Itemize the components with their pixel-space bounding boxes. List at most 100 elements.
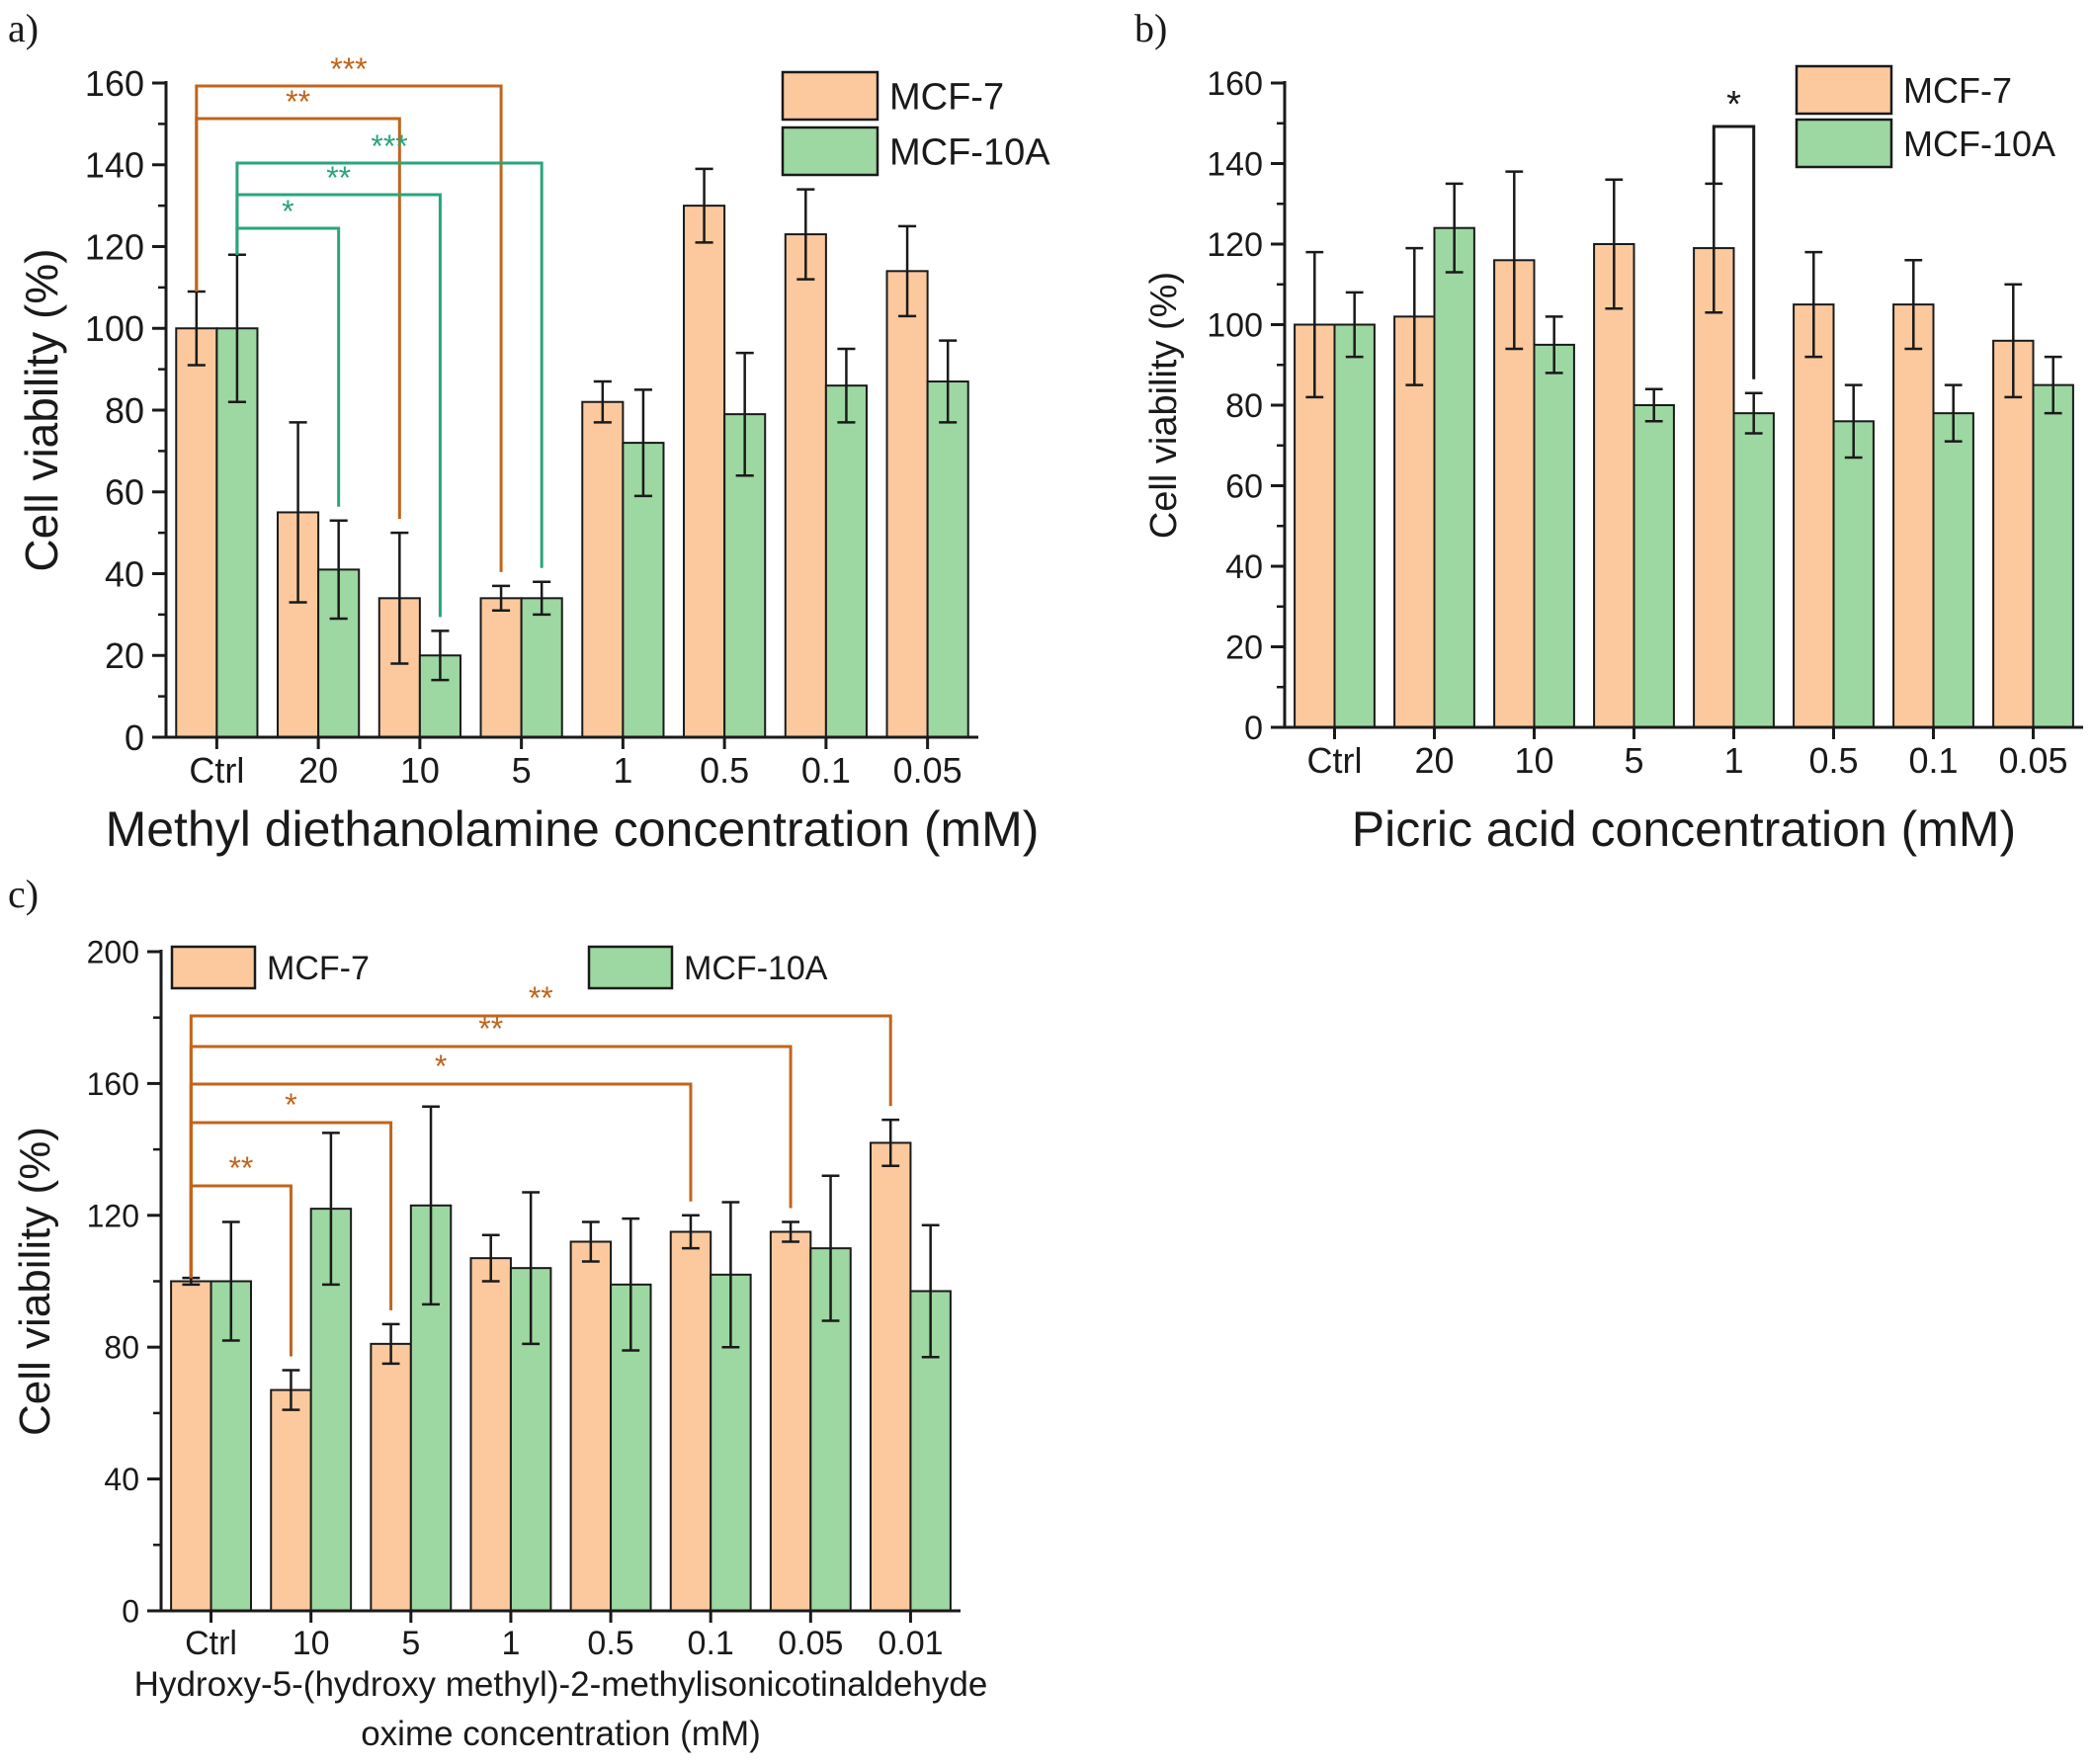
bar-mcf-7-Ctrl	[175, 327, 218, 738]
error-bar-mcf-10a-5	[533, 580, 551, 617]
error-bar-mcf-10a-10	[1545, 315, 1563, 375]
significance-bracket: **	[189, 1150, 293, 1357]
legend-swatch-mcf-7	[1795, 64, 1893, 116]
y-tick-label: 80	[104, 1330, 139, 1366]
error-bar-mcf-7-0.1	[1904, 259, 1923, 351]
error-bar-mcf-10a-0.1	[721, 1201, 740, 1349]
bar-mcf-10a-Ctrl	[1333, 323, 1376, 728]
error-bar-mcf-7-1	[593, 379, 612, 424]
y-tick-label: 140	[1207, 146, 1263, 184]
x-tick-label: Ctrl	[185, 1625, 237, 1662]
bar-mcf-7-0.5	[1793, 303, 1835, 728]
panel-label: a)	[8, 6, 39, 50]
bar-mcf-10a-10	[1533, 343, 1575, 728]
y-axis-title: Cell viability (%)	[16, 248, 67, 571]
x-tick-label: 0.5	[587, 1625, 633, 1662]
y-tick-label: 60	[1225, 468, 1263, 506]
y-tick-label: 0	[125, 717, 144, 758]
significance-line	[195, 117, 401, 520]
x-tick-label: 0.5	[700, 750, 749, 791]
x-tick-label: 10	[1514, 740, 1553, 781]
significance-label: *	[285, 1087, 296, 1123]
bar-mcf-7-Ctrl	[170, 1280, 212, 1612]
bar-mcf-10a-5	[1633, 404, 1675, 728]
legend-swatch-mcf-10a	[1795, 118, 1893, 169]
error-bar-mcf-7-1	[481, 1233, 500, 1283]
legend: MCF-7 MCF-10A	[781, 70, 1050, 177]
x-tick-label: 1	[1723, 740, 1743, 781]
y-tick-label: 40	[1225, 548, 1263, 586]
x-tick-label: 0.1	[688, 1625, 734, 1662]
significance-label: **	[478, 1011, 503, 1047]
y-tick-label: 200	[87, 935, 139, 970]
error-bar-mcf-7-5	[1605, 178, 1624, 310]
bar-mcf-7-1	[469, 1257, 512, 1613]
y-tick-label: 120	[87, 1198, 139, 1233]
x-tick-label: Ctrl	[1307, 740, 1363, 781]
x-tick-label: 0.05	[778, 1625, 843, 1662]
error-bar-mcf-7-10	[390, 531, 409, 665]
significance-label: ***	[371, 128, 407, 164]
x-tick-label: 1	[501, 1625, 520, 1662]
significance-bracket: *	[1712, 84, 1756, 379]
y-tick-label: 20	[1225, 630, 1263, 667]
x-axis-title: Picric acid concentration (mM)	[1352, 801, 2016, 857]
error-bar-mcf-7-0.1	[796, 188, 815, 281]
error-bar-mcf-7-0.1	[682, 1214, 700, 1250]
significance-label: *	[1726, 84, 1741, 126]
x-tick-label: 10	[400, 750, 440, 791]
bar-mcf-7-0.5	[569, 1240, 613, 1612]
bar-mcf-10a-5	[520, 597, 563, 739]
significance-bracket: *	[235, 194, 341, 507]
y-tick-label: 100	[85, 308, 144, 349]
bar-mcf-7-1	[1693, 247, 1735, 728]
error-bar-mcf-7-10	[282, 1369, 300, 1411]
bar-mcf-10a-0.05	[2032, 383, 2074, 728]
x-tick-label: 0.1	[1908, 740, 1958, 781]
x-tick-label: 5	[512, 750, 532, 791]
significance-line	[1712, 125, 1756, 379]
error-bar-mcf-10a-0.05	[939, 339, 958, 424]
y-tick-label: 100	[1207, 307, 1263, 345]
x-axis-title: Hydroxy-5-(hydroxy methyl)-2-methylisoni…	[134, 1665, 988, 1704]
error-bar-mcf-7-20	[1405, 246, 1424, 386]
significance-label: *	[282, 194, 293, 229]
error-bar-mcf-10a-Ctrl	[1345, 291, 1364, 359]
x-axis-title-line2: oxime concentration (mM)	[361, 1715, 761, 1753]
y-tick-label: 40	[104, 1462, 139, 1497]
y-tick-label: 40	[105, 553, 144, 594]
y-tick-label: 120	[1207, 226, 1263, 264]
x-tick-label: 0.1	[801, 750, 851, 791]
legend-label-mcf-7: MCF-7	[889, 77, 1004, 119]
bar-mcf-10a-1	[1732, 412, 1775, 728]
y-tick-label: 20	[105, 635, 144, 676]
error-bar-mcf-10a-20	[1445, 182, 1464, 274]
bar-mcf-7-0.05	[885, 270, 929, 738]
legend-label-mcf-7: MCF-7	[1903, 70, 2012, 111]
bar-mcf-10a-0.1	[824, 384, 868, 738]
error-bar-mcf-10a-1	[522, 1191, 541, 1346]
error-bar-mcf-7-10	[1505, 170, 1524, 351]
significance-line	[235, 193, 442, 618]
panel-a-methyl-diethanolamine: a) 0 20 40 60 80 100 120 140 160 Ctrl 20 10 5 1 0.5 0.1 0…	[8, 6, 1050, 857]
x-tick-label: 10	[293, 1625, 330, 1662]
bar-mcf-7-10	[270, 1388, 312, 1613]
bar-mcf-7-0.05	[769, 1230, 812, 1612]
x-tick-label: 20	[1414, 740, 1454, 781]
error-bar-mcf-10a-0.05	[2044, 355, 2062, 415]
bar-mcf-7-0.05	[1992, 339, 2035, 728]
x-tick-label: 0.01	[878, 1625, 943, 1662]
x-tick-label: Ctrl	[189, 750, 244, 791]
y-axis-title: Cell viability (%)	[1143, 272, 1185, 539]
y-tick-label: 0	[1244, 710, 1263, 747]
significance-line	[189, 1184, 293, 1357]
bar-mcf-7-0.1	[1892, 303, 1935, 728]
error-bar-mcf-7-5	[381, 1322, 400, 1366]
y-tick-label: 160	[85, 63, 144, 104]
significance-label: **	[286, 84, 310, 120]
error-bar-mcf-10a-0.1	[837, 347, 856, 424]
significance-label: **	[228, 1150, 253, 1186]
x-tick-label: 5	[1624, 740, 1643, 781]
x-axis-title: Methyl diethanolamine concentration (mM)	[106, 801, 1040, 857]
